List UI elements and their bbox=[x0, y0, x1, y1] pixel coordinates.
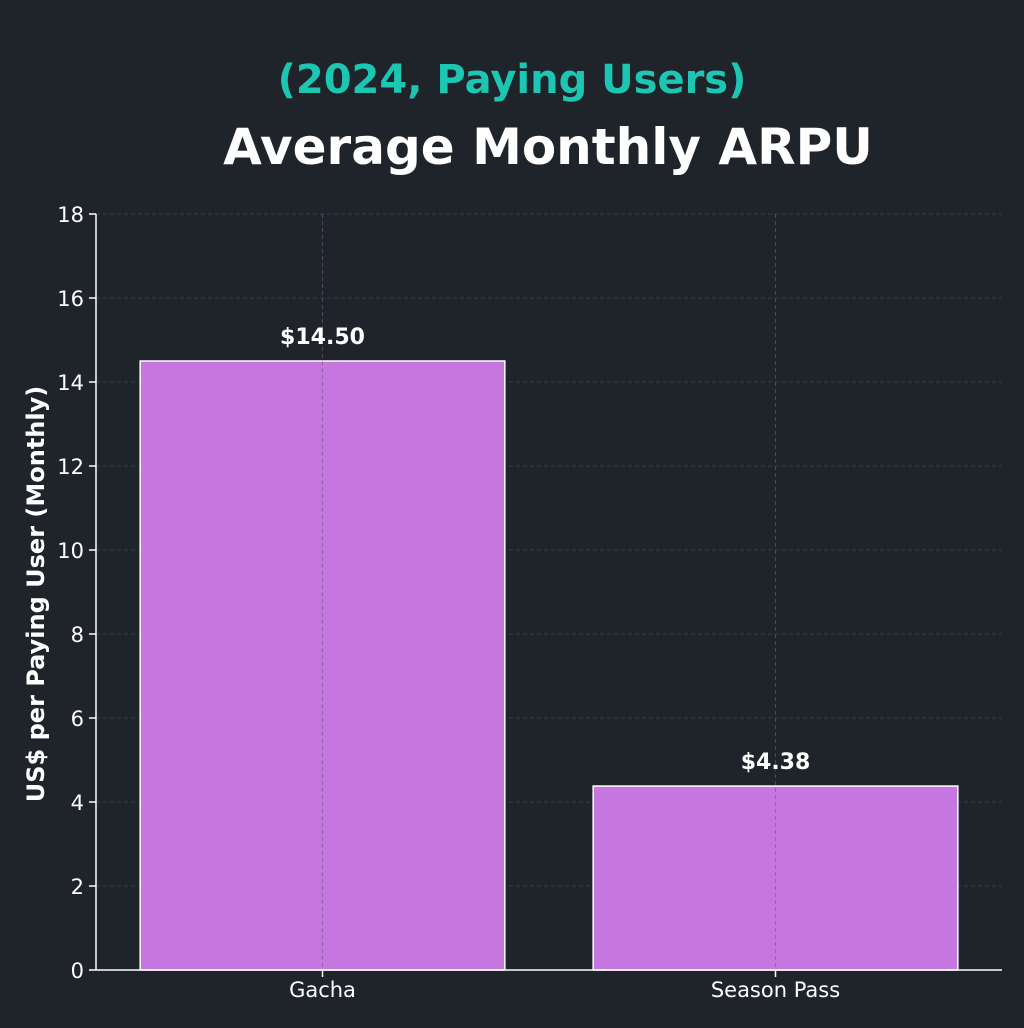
chart-title: Average Monthly ARPU bbox=[223, 118, 873, 176]
data-labels: $14.50 $4.38 bbox=[280, 325, 810, 775]
y-tick-label: 16 bbox=[57, 287, 84, 311]
chart-subtitle: (2024, Paying Users) bbox=[278, 57, 747, 103]
bars bbox=[139, 214, 959, 971]
y-tick-label: 10 bbox=[57, 539, 84, 563]
axes: 0 2 4 6 8 10 12 14 16 18 Gacha Season Pass bbox=[57, 203, 1002, 1002]
y-tick-label: 8 bbox=[71, 623, 84, 647]
y-tick-label: 18 bbox=[57, 203, 84, 227]
y-axis-label: US$ per Paying User (Monthly) bbox=[22, 386, 50, 802]
data-label: $4.38 bbox=[741, 750, 811, 775]
y-tick-label: 0 bbox=[71, 959, 84, 983]
y-tick-label: 4 bbox=[71, 791, 84, 815]
y-tick-label: 2 bbox=[71, 875, 84, 899]
x-tick-label: Season Pass bbox=[711, 978, 840, 1002]
x-tick-label: Gacha bbox=[289, 978, 356, 1002]
y-tick-label: 6 bbox=[71, 707, 84, 731]
y-tick-label: 14 bbox=[57, 371, 84, 395]
data-label: $14.50 bbox=[280, 325, 365, 350]
y-tick-label: 12 bbox=[57, 455, 84, 479]
